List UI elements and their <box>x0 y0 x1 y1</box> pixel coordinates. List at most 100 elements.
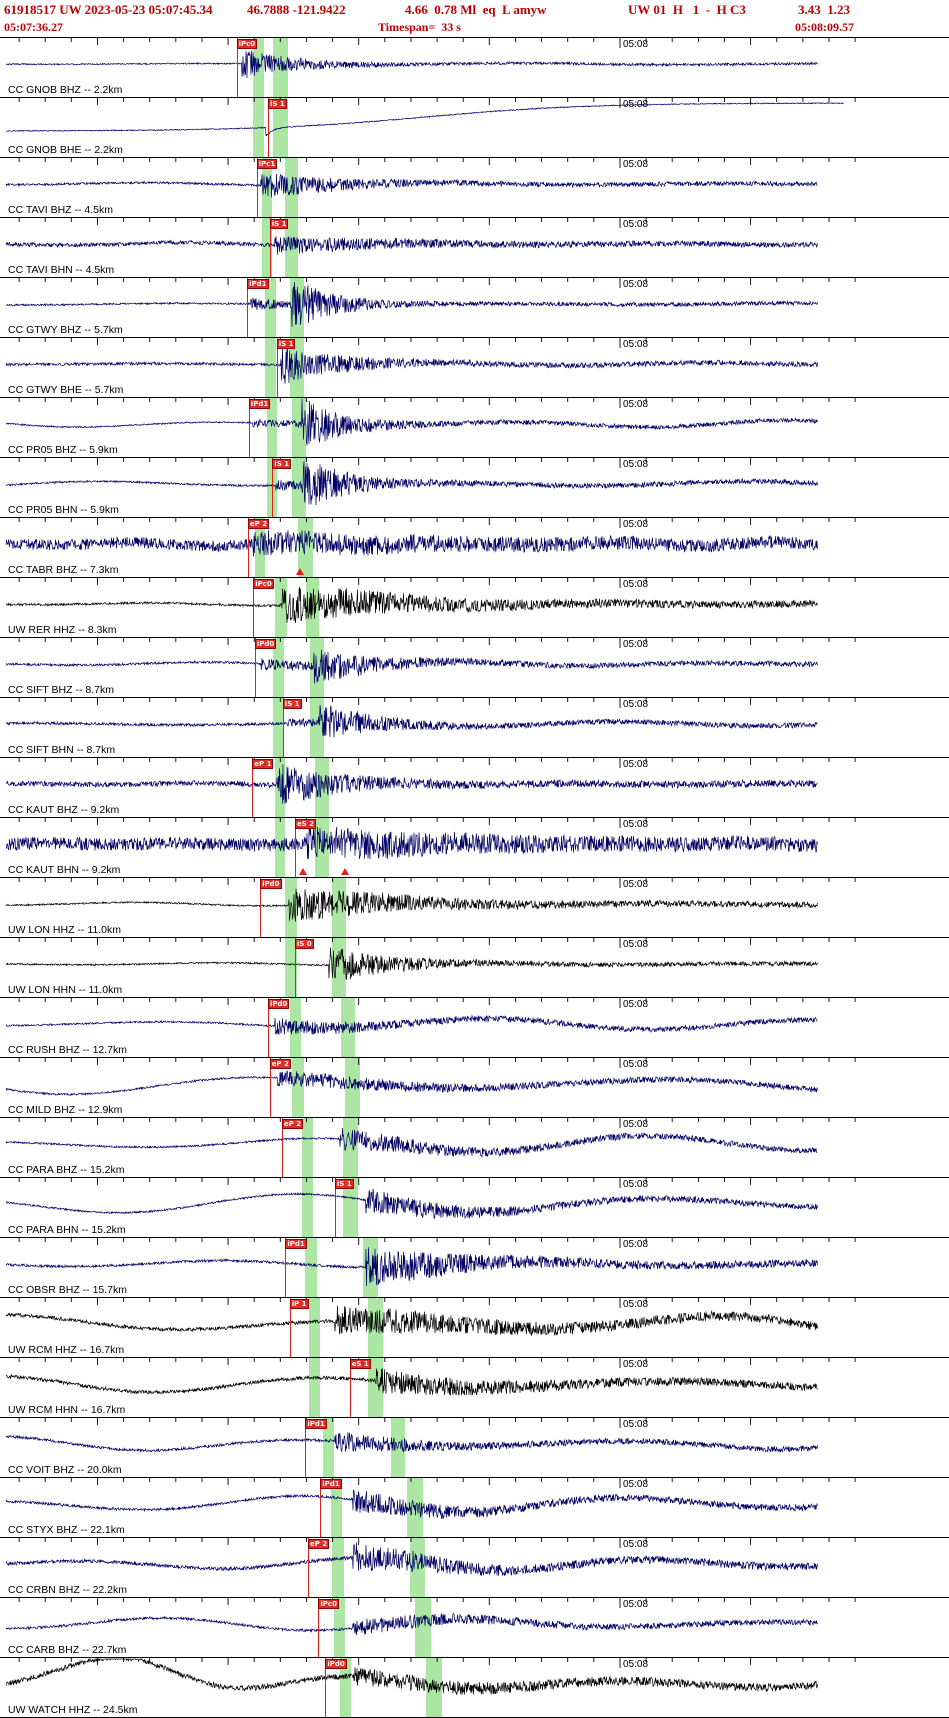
pick-flag[interactable]: iS 0 <box>294 939 314 949</box>
trace-row[interactable]: 05:08 iS 1 CC PARA BHN -- 15.2km <box>0 1178 949 1238</box>
trace-row[interactable]: 05:08 iP 1 UW RCM HHZ -- 16.7km <box>0 1298 949 1358</box>
pick-line[interactable] <box>268 998 269 1057</box>
pick-line[interactable] <box>254 638 256 697</box>
pick-flag[interactable]: iS 1 <box>334 1179 354 1189</box>
pick-line[interactable] <box>294 938 296 997</box>
waveform-trace <box>5 1247 818 1287</box>
trace-row[interactable]: 05:08 iS 1 CC TAVI BHN -- 4.5km <box>0 218 949 278</box>
trace-row[interactable]: 05:08 eS 2 CC KAUT BHN -- 9.2km <box>0 818 949 878</box>
trace-row[interactable]: 05:08 eP 1 CC KAUT BHZ -- 9.2km <box>0 758 949 818</box>
trace-row[interactable]: 05:08 iPc0 CC CARB BHZ -- 22.7km <box>0 1598 949 1658</box>
trace-row[interactable]: 05:08 iPc0 UW RER HHZ -- 8.3km <box>0 578 949 638</box>
waveform-trace <box>5 530 818 557</box>
pick-line[interactable] <box>268 98 269 157</box>
pick-line[interactable] <box>318 1598 320 1657</box>
pick-flag[interactable]: iP 1 <box>289 1299 309 1309</box>
pick-flag[interactable]: iPc0 <box>253 579 274 589</box>
pick-flag[interactable]: iS 1 <box>282 699 302 709</box>
pick-flag[interactable]: iPc0 <box>236 39 258 49</box>
pick-line[interactable] <box>256 158 258 217</box>
pick-line[interactable] <box>320 1478 322 1537</box>
trace-row[interactable]: 05:08 iS 1 CC SIFT BHN -- 8.7km <box>0 698 949 758</box>
pick-flag[interactable]: eS 2 <box>294 819 316 829</box>
pick-flag[interactable]: iPd1 <box>305 1419 327 1429</box>
trace-row[interactable]: 05:08 iPd0 CC RUSH BHZ -- 12.7km <box>0 998 949 1058</box>
pick-line[interactable] <box>236 38 238 97</box>
second-ticks <box>18 1478 856 1488</box>
trace-row[interactable]: 05:08 iPd1 CC PR05 BHZ -- 5.9km <box>0 398 949 458</box>
pick-flag[interactable]: iPc0 <box>318 1599 339 1609</box>
pick-flag[interactable]: iS 1 <box>269 219 289 229</box>
phase-window-band <box>261 158 273 217</box>
pick-flag[interactable]: iPd0 <box>268 999 290 1009</box>
pick-line[interactable] <box>325 1658 327 1717</box>
pick-line[interactable] <box>305 1418 307 1477</box>
trace-row[interactable]: 05:08 iPd1 CC VOIT BHZ -- 20.0km <box>0 1418 949 1478</box>
station-label: CC SIFT BHN -- 8.7km <box>8 744 116 756</box>
second-ticks <box>18 218 856 228</box>
pick-flag[interactable]: iPd1 <box>320 1479 342 1489</box>
station-label: UW RCM HHN -- 16.7km <box>8 1404 126 1416</box>
pick-flag[interactable]: iPd1 <box>285 1239 307 1249</box>
pick-flag[interactable]: iPd1 <box>248 399 271 409</box>
arrival-marker-icon[interactable] <box>341 868 350 875</box>
trace-row[interactable]: 05:08 eS 1 UW RCM HHN -- 16.7km <box>0 1358 949 1418</box>
pick-line[interactable] <box>269 1058 271 1117</box>
pick-flag[interactable]: eP 1 <box>252 759 274 769</box>
pick-line[interactable] <box>253 578 255 637</box>
pick-flag[interactable]: iPd0 <box>260 879 282 889</box>
arrival-marker-icon[interactable] <box>296 568 305 575</box>
pick-line[interactable] <box>247 278 249 337</box>
trace-row[interactable]: 05:08 iS 1 CC GTWY BHE -- 5.7km <box>0 338 949 398</box>
pick-line[interactable] <box>281 1118 283 1177</box>
pick-line[interactable] <box>272 458 274 517</box>
pick-line[interactable] <box>252 758 254 817</box>
pick-line[interactable] <box>276 338 278 397</box>
second-ticks <box>18 998 856 1008</box>
pick-line[interactable] <box>308 1538 309 1597</box>
trace-row[interactable]: 05:08 iPd1 CC STYX BHZ -- 22.1km <box>0 1478 949 1538</box>
waveform-trace <box>5 1305 818 1337</box>
trace-row[interactable]: 05:08 iPc1 CC TAVI BHZ -- 4.5km <box>0 158 949 218</box>
minute-tick-label: 05:08 <box>623 759 649 770</box>
waveform-canvas <box>5 1598 856 1636</box>
pick-flag[interactable]: iPd0 <box>325 1659 347 1669</box>
trace-row[interactable]: 05:08 iPd0 UW WATCH HHZ -- 24.5km <box>0 1658 949 1718</box>
pick-flag[interactable]: iPd0 <box>254 639 277 649</box>
pick-flag[interactable]: iS 1 <box>272 459 292 469</box>
pick-flag[interactable]: iS 1 <box>268 99 287 109</box>
pick-line[interactable] <box>294 818 296 877</box>
pick-flag[interactable]: eP 2 <box>308 1539 330 1549</box>
pick-line[interactable] <box>289 1298 291 1357</box>
trace-row[interactable]: 05:08 eP 2 CC PARA BHZ -- 15.2km <box>0 1118 949 1178</box>
pick-flag[interactable]: eS 1 <box>349 1359 371 1369</box>
pick-line[interactable] <box>260 878 262 937</box>
pick-flag[interactable]: eP 2 <box>247 519 270 529</box>
pick-flag[interactable]: eP 2 <box>281 1119 304 1129</box>
trace-row[interactable]: 05:08 iS 1 CC GNOB BHE -- 2.2km <box>0 98 949 158</box>
trace-row[interactable]: 05:08 iPd0 UW LON HHZ -- 11.0km <box>0 878 949 938</box>
trace-row[interactable]: 05:08 iS 0 UW LON HHN -- 11.0km <box>0 938 949 998</box>
trace-row[interactable]: 05:08 eP 2 CC CRBN BHZ -- 22.2km <box>0 1538 949 1598</box>
trace-row[interactable]: 05:08 iPd1 CC OBSR BHZ -- 15.7km <box>0 1238 949 1298</box>
pick-line[interactable] <box>247 518 249 577</box>
trace-row[interactable]: 05:08 iPd0 CC SIFT BHZ -- 8.7km <box>0 638 949 698</box>
pick-line[interactable] <box>248 398 250 457</box>
trace-row[interactable]: 05:08 iS 1 CC PR05 BHN -- 5.9km <box>0 458 949 518</box>
pick-line[interactable] <box>334 1178 336 1237</box>
arrival-marker-icon[interactable] <box>298 868 307 875</box>
trace-row[interactable]: 05:08 iPc0 CC GNOB BHZ -- 2.2km <box>0 38 949 98</box>
pick-flag[interactable]: iPc1 <box>256 159 278 169</box>
pick-line[interactable] <box>282 698 284 757</box>
pick-line[interactable] <box>285 1238 287 1297</box>
trace-row[interactable]: 05:08 eP 2 CC TABR BHZ -- 7.3km <box>0 518 949 578</box>
phase-window-band <box>332 1538 344 1597</box>
pick-line[interactable] <box>349 1358 351 1417</box>
pick-line[interactable] <box>269 218 271 277</box>
pick-flag[interactable]: iS 1 <box>276 339 296 349</box>
pick-flag[interactable]: iPd1 <box>247 279 269 289</box>
trace-row[interactable]: 05:08 eP 2 CC MILD BHZ -- 12.9km <box>0 1058 949 1118</box>
pick-flag[interactable]: eP 2 <box>269 1059 291 1069</box>
waveform-trace <box>5 1432 818 1454</box>
trace-row[interactable]: 05:08 iPd1 CC GTWY BHZ -- 5.7km <box>0 278 949 338</box>
